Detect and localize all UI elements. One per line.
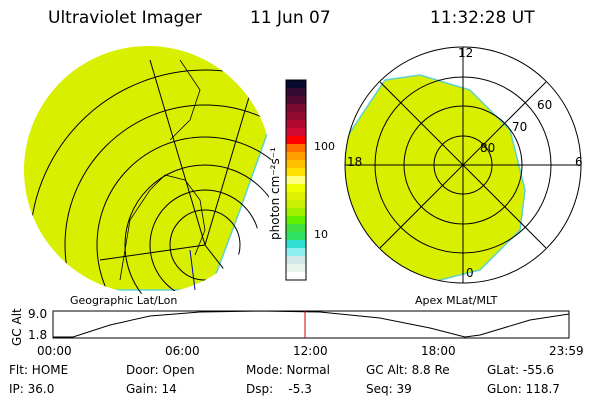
colorbar-swatch <box>286 120 306 129</box>
mlt-6-label: 6 <box>575 155 583 169</box>
colorbar-swatch <box>286 184 306 193</box>
colorbar-swatch <box>286 136 306 145</box>
colorbar-swatch <box>286 128 306 137</box>
colorbar-swatch <box>286 144 306 153</box>
status-dsp: Dsp: -5.3 <box>246 382 312 396</box>
status-gcalt: GC Alt: 8.8 Re <box>366 363 450 377</box>
mlat-70-label: 70 <box>512 120 528 134</box>
colorbar-swatch <box>286 272 306 281</box>
colorbar-swatch <box>286 160 306 169</box>
right-panel-label: Apex MLat/MLT <box>415 294 498 307</box>
colorbar-swatch <box>286 240 306 249</box>
colorbar-frame <box>285 79 307 281</box>
colorbar-swatch <box>286 224 306 233</box>
status-seq: Seq: 39 <box>366 382 412 396</box>
colorbar-swatch <box>286 104 306 113</box>
colorbar-swatch <box>286 176 306 185</box>
alt-xtick: 12:00 <box>293 344 328 358</box>
colorbar-swatch <box>286 168 306 177</box>
apex-polar-plot <box>344 46 582 284</box>
colorbar-swatch <box>286 256 306 265</box>
status-glon: GLon: 118.7 <box>487 382 560 396</box>
instrument-title: Ultraviolet Imager <box>48 8 202 28</box>
colorbar-swatch <box>286 208 306 217</box>
mlt-18-label: 18 <box>347 155 363 169</box>
mlt-12-label: 12 <box>458 46 474 60</box>
mlat-60-label: 60 <box>537 98 553 112</box>
altitude-plot <box>52 310 570 339</box>
colorbar-swatch <box>286 200 306 209</box>
colorbar-tick-10: 10 <box>314 228 328 241</box>
alt-ytick-9: 9.0 <box>28 307 48 321</box>
mlt-0-label: 0 <box>466 266 474 280</box>
mlat-80-label: 80 <box>480 141 496 155</box>
status-glat: GLat: -55.6 <box>487 363 554 377</box>
status-mode: Mode: Normal <box>246 363 330 377</box>
colorbar-swatch <box>286 232 306 241</box>
alt-ytick-1.8: 1.8 <box>28 328 48 342</box>
colorbar-swatch <box>286 80 306 89</box>
colorbar-swatch <box>286 264 306 273</box>
alt-xtick: 06:00 <box>165 344 200 358</box>
status-gain: Gain: 14 <box>126 382 177 396</box>
alt-ylabel: GC Alt <box>10 308 24 346</box>
alt-xtick: 18:00 <box>421 344 456 358</box>
colorbar-swatch <box>286 96 306 105</box>
colorbar-swatch <box>286 112 306 121</box>
colorbar-label: photon cm⁻²s⁻¹ <box>268 147 282 240</box>
alt-xtick: 23:59 <box>549 344 584 358</box>
colorbar-swatch <box>286 88 306 97</box>
date: 11 Jun 07 <box>250 8 331 28</box>
left-panel-label: Geographic Lat/Lon <box>70 294 178 307</box>
time: 11:32:28 UT <box>430 8 535 28</box>
colorbar-swatch <box>286 216 306 225</box>
alt-xtick: 00:00 <box>37 344 72 358</box>
status-flt: Flt: HOME <box>9 363 69 377</box>
colorbar-swatch <box>286 248 306 257</box>
status-ip: IP: 36.0 <box>9 382 55 396</box>
status-door: Door: Open <box>126 363 195 377</box>
colorbar-swatch <box>286 152 306 161</box>
colorbar-tick-100: 100 <box>314 140 335 153</box>
colorbar <box>285 79 307 281</box>
colorbar-swatch <box>286 192 306 201</box>
